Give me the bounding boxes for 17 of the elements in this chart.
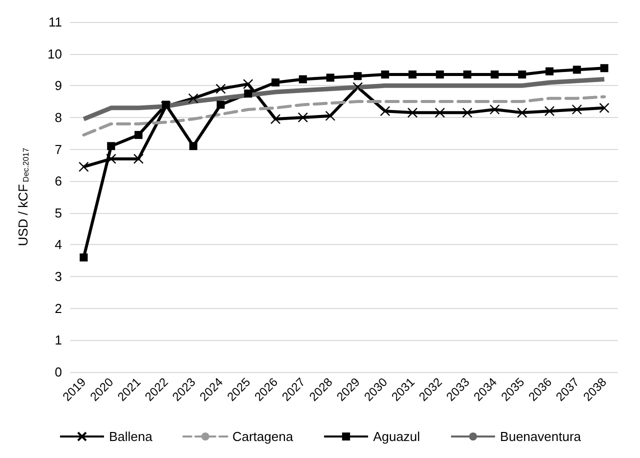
y-tick-label: 9 bbox=[54, 78, 62, 94]
legend-label: Buenaventura bbox=[500, 429, 582, 444]
y-tick-label: 7 bbox=[54, 142, 62, 157]
legend-label: Ballena bbox=[108, 429, 154, 444]
y-tick-label: 8 bbox=[54, 110, 62, 125]
y-tick-label: 2 bbox=[54, 300, 62, 316]
y-tick-label: 3 bbox=[54, 269, 62, 284]
y-tick-label: 4 bbox=[54, 237, 62, 252]
legend-label: Aguazul bbox=[373, 429, 420, 444]
legend-label: Cartagena bbox=[232, 429, 294, 444]
y-tick-label: 11 bbox=[48, 14, 62, 30]
y-tick-label: 0 bbox=[54, 364, 62, 380]
y-tick-label: 1 bbox=[54, 332, 62, 348]
y-tick-label: 10 bbox=[48, 46, 62, 62]
y-axis-title: USD / kCFDec.2017 bbox=[16, 147, 30, 246]
y-tick-label: 6 bbox=[54, 174, 62, 189]
y-tick-label: 5 bbox=[54, 205, 62, 220]
